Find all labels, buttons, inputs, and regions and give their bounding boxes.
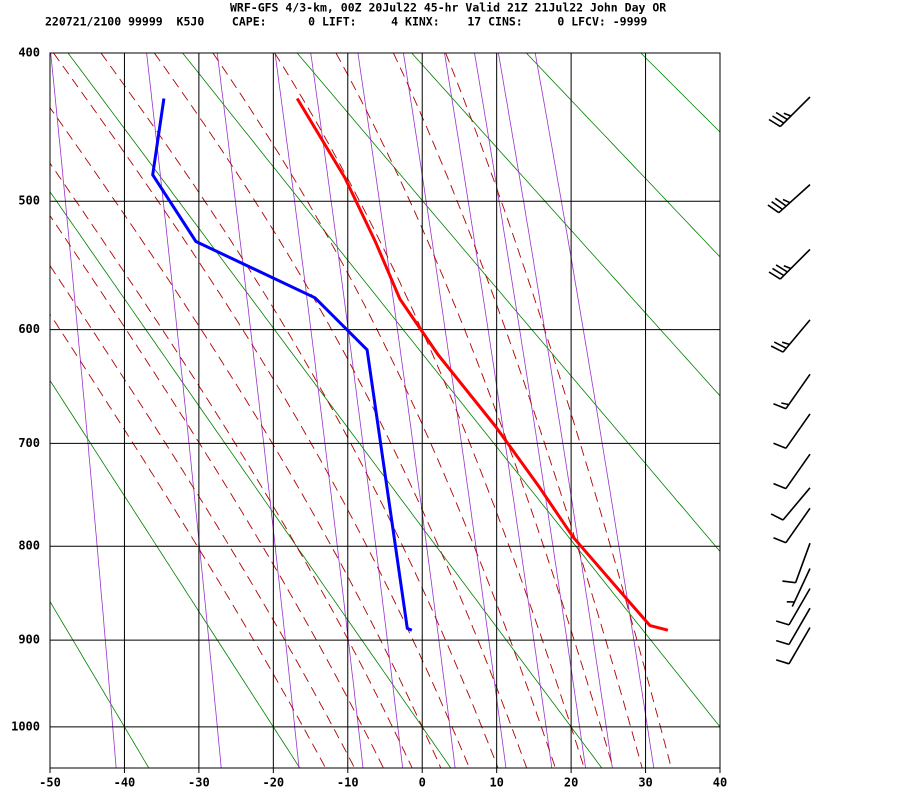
moist-adiabat bbox=[153, 53, 528, 768]
y-tick-label: 900 bbox=[18, 633, 40, 647]
y-tick-label: 800 bbox=[18, 539, 40, 553]
dry-adiabat bbox=[50, 379, 301, 768]
wind-barb bbox=[786, 568, 811, 607]
wind-barb bbox=[768, 248, 811, 280]
dry-adiabat bbox=[411, 53, 720, 397]
plot-frame bbox=[49, 52, 721, 769]
dry-adiabat bbox=[296, 53, 720, 553]
profile-line bbox=[151, 98, 413, 632]
dry-adiabat bbox=[640, 53, 720, 133]
moist-adiabat bbox=[100, 53, 499, 768]
x-tick-label: 20 bbox=[564, 776, 578, 790]
x-tick-label: -30 bbox=[188, 776, 210, 790]
mixing-ratio-line bbox=[534, 53, 655, 768]
y-tick-label: 600 bbox=[18, 322, 40, 336]
wind-barb bbox=[773, 413, 811, 450]
mixing-ratio-line bbox=[444, 53, 553, 768]
wind-barb bbox=[768, 96, 811, 128]
wind-barb bbox=[770, 319, 811, 353]
y-tick-label: 400 bbox=[18, 46, 40, 60]
reference-lines bbox=[50, 53, 720, 768]
chart-subtitle: 220721/2100 99999 K5J0 CAPE: 0 LIFT: 4 K… bbox=[45, 15, 647, 29]
y-tick-label: 500 bbox=[18, 194, 40, 208]
moist-adiabat bbox=[53, 53, 470, 768]
wind-barb bbox=[775, 627, 811, 665]
x-tick-label: 10 bbox=[489, 776, 503, 790]
wind-barb bbox=[775, 588, 811, 626]
moist-adiabat bbox=[50, 264, 356, 768]
mixing-ratio-line bbox=[474, 53, 586, 768]
mixing-ratio-line bbox=[216, 53, 300, 768]
grid: -50 -40 -30 -20 -10 0 10 20 30 40 400 500 600 700 800 9… bbox=[11, 46, 727, 790]
profiles bbox=[151, 97, 669, 632]
x-tick-label: 30 bbox=[638, 776, 652, 790]
wind-barb bbox=[770, 487, 811, 521]
wind-barb bbox=[773, 453, 811, 490]
moist-adiabat bbox=[445, 53, 672, 768]
wind-barb bbox=[773, 507, 811, 544]
mixing-ratio-line bbox=[146, 53, 222, 768]
mixing-ratio-line bbox=[357, 53, 456, 768]
x-tick-label: -40 bbox=[114, 776, 136, 790]
moist-adiabat bbox=[274, 53, 585, 768]
moist-adiabat bbox=[392, 53, 643, 768]
mixing-ratio-line bbox=[274, 53, 364, 768]
dry-adiabat bbox=[67, 53, 603, 768]
dry-adiabat bbox=[526, 53, 720, 258]
mixing-ratio-line bbox=[498, 53, 613, 768]
wind-barb bbox=[767, 184, 811, 214]
moist-adiabat bbox=[50, 214, 384, 768]
wind-barb bbox=[773, 373, 811, 410]
x-tick-label: 0 bbox=[419, 776, 426, 790]
profile-line bbox=[295, 97, 669, 632]
mixing-ratio-line bbox=[50, 53, 117, 768]
x-tick-label: 40 bbox=[713, 776, 727, 790]
dry-adiabat bbox=[50, 600, 150, 768]
mixing-ratio-line bbox=[403, 53, 507, 768]
dry-adiabat bbox=[50, 191, 452, 768]
moist-adiabat bbox=[335, 53, 614, 768]
moist-adiabat bbox=[212, 53, 556, 768]
x-tick-label: -50 bbox=[39, 776, 61, 790]
moist-adiabat bbox=[50, 162, 413, 768]
wind-barb bbox=[782, 542, 811, 584]
x-tick-label: -10 bbox=[337, 776, 359, 790]
moist-adiabat bbox=[50, 106, 442, 768]
x-tick-label: -20 bbox=[262, 776, 284, 790]
y-tick-label: 1000 bbox=[11, 719, 40, 733]
wind-barb bbox=[775, 607, 811, 646]
moist-adiabat bbox=[50, 313, 326, 768]
chart-title: WRF-GFS 4/3-km, 00Z 20Jul22 45-hr Valid … bbox=[230, 1, 666, 15]
y-tick-label: 700 bbox=[18, 436, 40, 450]
dry-adiabat bbox=[182, 53, 720, 728]
mixing-ratio-line bbox=[310, 53, 404, 768]
